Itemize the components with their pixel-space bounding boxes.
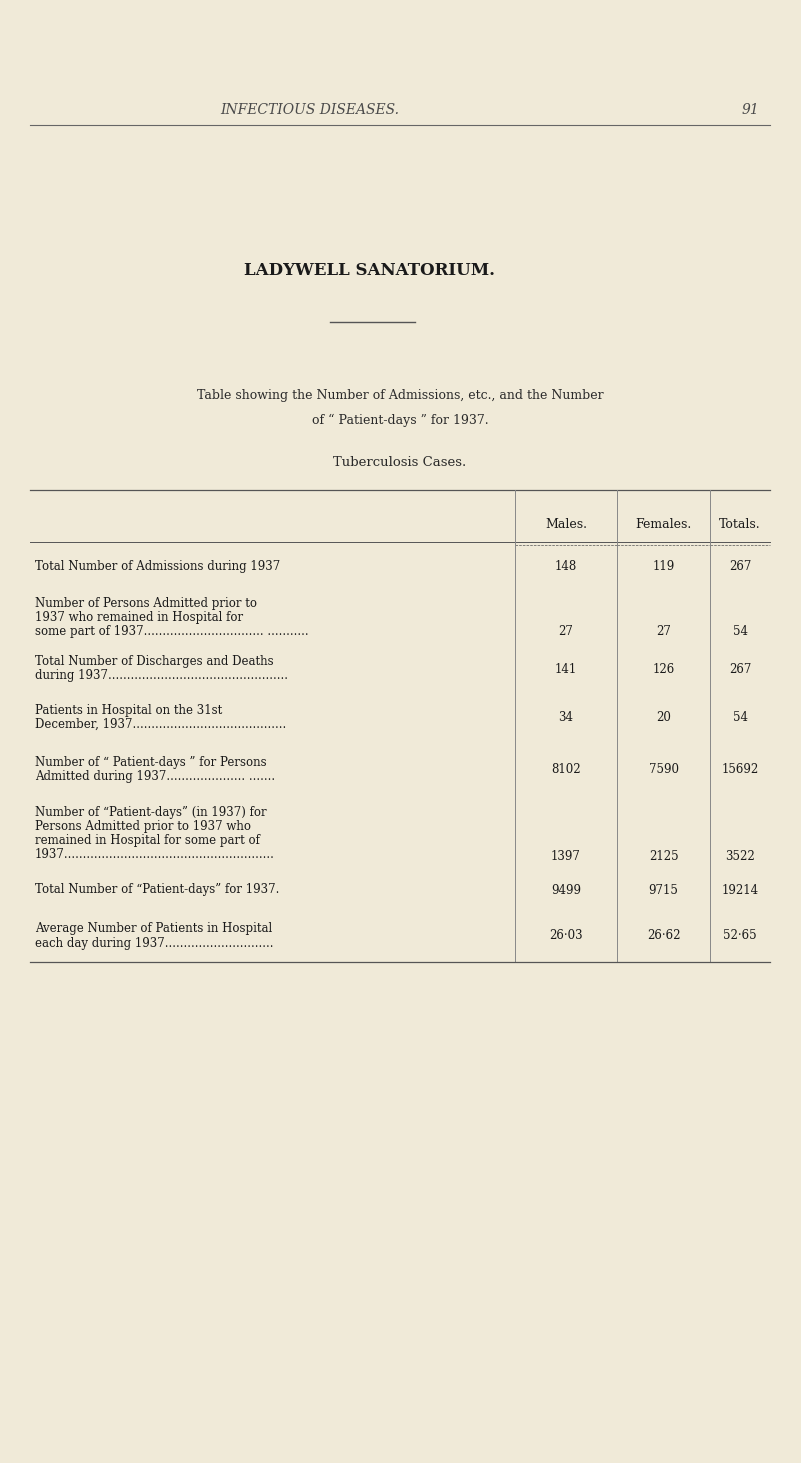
Text: Total Number of Discharges and Deaths: Total Number of Discharges and Deaths: [35, 655, 274, 669]
Text: 1937 who remained in Hospital for: 1937 who remained in Hospital for: [35, 612, 244, 625]
Text: Admitted during 1937..................... .......: Admitted during 1937....................…: [35, 770, 275, 783]
Text: INFECTIOUS DISEASES.: INFECTIOUS DISEASES.: [220, 102, 400, 117]
Text: of “ Patient-days ” for 1937.: of “ Patient-days ” for 1937.: [312, 414, 489, 427]
Text: Number of “ Patient-days ” for Persons: Number of “ Patient-days ” for Persons: [35, 756, 267, 770]
Text: Number of Persons Admitted prior to: Number of Persons Admitted prior to: [35, 597, 257, 610]
Text: 126: 126: [652, 663, 674, 676]
Text: 8102: 8102: [551, 764, 581, 775]
Text: each day during 1937.............................: each day during 1937....................…: [35, 936, 273, 949]
Text: Males.: Males.: [545, 518, 587, 531]
Text: 267: 267: [729, 663, 751, 676]
Text: Average Number of Patients in Hospital: Average Number of Patients in Hospital: [35, 923, 272, 935]
Text: 20: 20: [656, 711, 671, 724]
Text: 52·65: 52·65: [723, 929, 757, 942]
Text: 267: 267: [729, 559, 751, 572]
Text: 54: 54: [732, 625, 747, 638]
Text: Number of “Patient-days” (in 1937) for: Number of “Patient-days” (in 1937) for: [35, 806, 267, 819]
Text: Tuberculosis Cases.: Tuberculosis Cases.: [333, 455, 467, 468]
Text: during 1937................................................: during 1937.............................…: [35, 670, 288, 683]
Text: 3522: 3522: [725, 850, 755, 863]
Text: 26·03: 26·03: [549, 929, 583, 942]
Text: remained in Hospital for some part of: remained in Hospital for some part of: [35, 834, 260, 847]
Text: 91: 91: [741, 102, 759, 117]
Text: 7590: 7590: [649, 764, 678, 775]
Text: 1937........................................................: 1937....................................…: [35, 849, 275, 862]
Text: LADYWELL SANATORIUM.: LADYWELL SANATORIUM.: [244, 262, 496, 278]
Text: Total Number of “Patient-days” for 1937.: Total Number of “Patient-days” for 1937.: [35, 884, 280, 897]
Text: 19214: 19214: [722, 884, 759, 897]
Text: 34: 34: [558, 711, 574, 724]
Text: 27: 27: [656, 625, 671, 638]
Text: some part of 1937................................ ...........: some part of 1937.......................…: [35, 625, 308, 638]
Text: Totals.: Totals.: [719, 518, 761, 531]
Text: 27: 27: [558, 625, 574, 638]
Text: 54: 54: [732, 711, 747, 724]
Text: December, 1937.........................................: December, 1937..........................…: [35, 718, 286, 732]
Text: Females.: Females.: [635, 518, 691, 531]
Text: 9499: 9499: [551, 884, 581, 897]
Text: 15692: 15692: [722, 764, 759, 775]
Text: 119: 119: [652, 559, 674, 572]
Text: 2125: 2125: [649, 850, 678, 863]
Text: Persons Admitted prior to 1937 who: Persons Admitted prior to 1937 who: [35, 819, 251, 832]
Text: 141: 141: [555, 663, 578, 676]
Text: 148: 148: [555, 559, 578, 572]
Text: 1397: 1397: [551, 850, 581, 863]
Text: Table showing the Number of Admissions, etc., and the Number: Table showing the Number of Admissions, …: [197, 389, 603, 401]
Text: 26·62: 26·62: [646, 929, 680, 942]
Text: 9715: 9715: [649, 884, 678, 897]
Text: Patients in Hospital on the 31st: Patients in Hospital on the 31st: [35, 704, 222, 717]
Text: Total Number of Admissions during 1937: Total Number of Admissions during 1937: [35, 559, 280, 572]
